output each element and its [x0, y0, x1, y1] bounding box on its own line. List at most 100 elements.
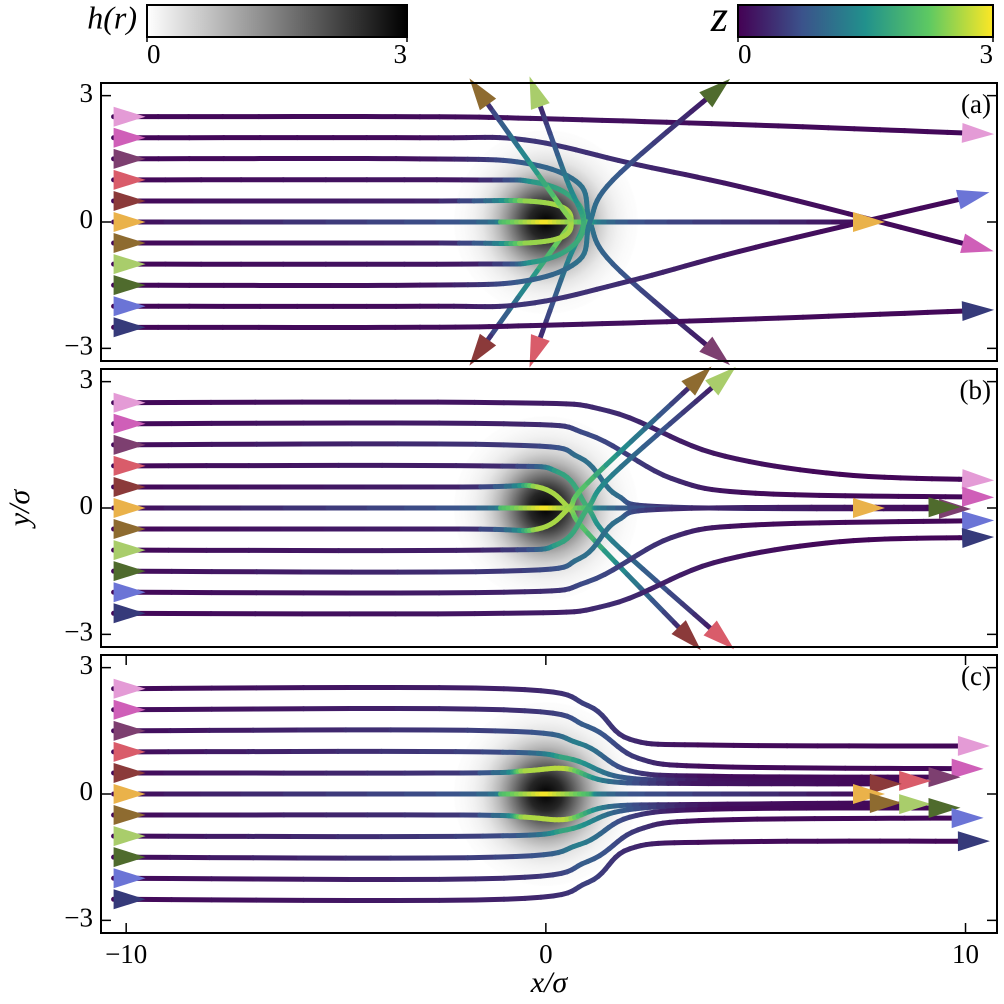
end-arrow [928, 797, 961, 818]
start-arrow [113, 582, 146, 603]
start-arrow [113, 762, 146, 783]
start-arrow [113, 784, 146, 804]
trajectory-segment [898, 224, 928, 236]
trajectory-segment [492, 853, 519, 860]
trajectory-segment [794, 229, 824, 240]
trajectory-segment [731, 316, 759, 323]
trajectory-segment [620, 118, 648, 125]
end-arrow [703, 620, 735, 650]
start-arrow [113, 413, 146, 434]
trajectory-segment [560, 321, 585, 328]
y-tick-label: 0 [80, 490, 94, 520]
trajectory-segment [599, 320, 626, 327]
trajectory-segment [686, 317, 715, 324]
trajectory-segment [775, 314, 806, 321]
trajectory-segment [877, 127, 908, 134]
trajectory-segment [669, 505, 694, 512]
trajectory-segment [639, 288, 657, 304]
y-tick-label: 3 [80, 364, 94, 394]
trajectory-segment [656, 401, 675, 419]
trajectory-segment [792, 520, 822, 526]
trajectory-segment [943, 236, 967, 247]
trajectory-segment [679, 601, 698, 618]
start-arrow [113, 106, 146, 127]
trajectory-segment [628, 425, 648, 444]
trajectory-segment [579, 117, 605, 123]
trajectory-segment [525, 157, 540, 176]
start-arrow [113, 476, 146, 497]
colorbar [146, 4, 408, 38]
trajectory-segment [521, 442, 543, 449]
panel: −3 0 3 −10 0 10 (c) x/σ [64, 650, 998, 999]
trajectory-segment [501, 707, 528, 714]
trajectory-segment [800, 124, 831, 131]
trajectory-segment [851, 126, 883, 133]
trajectory-segment [627, 150, 645, 166]
end-arrow [957, 735, 990, 756]
trajectory-segment [792, 492, 822, 498]
colorbar-tick-label: 0 [147, 39, 161, 69]
start-arrow [113, 678, 146, 699]
trajectory-segment [642, 319, 670, 325]
end-arrow [928, 767, 961, 788]
start-arrow [113, 699, 146, 720]
trajectory-segment [731, 121, 759, 128]
end-arrow [681, 366, 712, 396]
end-arrow [961, 510, 995, 531]
trajectory-segment [473, 706, 507, 713]
trajectory-segment [736, 183, 759, 193]
y-tick-label: −3 [64, 331, 93, 361]
colorbar-tick-label: 0 [738, 39, 752, 69]
start-arrow [113, 561, 146, 582]
end-arrow [961, 527, 995, 548]
trajectory-segment [501, 895, 528, 902]
trajectory-segment [602, 548, 619, 565]
trajectory-segment [686, 120, 715, 127]
start-arrow [113, 169, 146, 190]
trajectory-segment [653, 578, 672, 595]
trajectory-segment [625, 572, 643, 591]
trajectory-segment [513, 729, 535, 735]
trajectory-segment [465, 854, 498, 861]
start-arrow [113, 455, 146, 476]
trajectory-segment [877, 310, 908, 317]
trajectory-segment [711, 817, 736, 823]
end-arrow [699, 336, 731, 366]
trajectory-segment [642, 413, 662, 431]
panel: −3 0 3 (a) [64, 76, 998, 368]
panel-label: (c) [961, 661, 991, 691]
trajectory-segment [866, 536, 888, 543]
trajectory-segment [866, 473, 888, 480]
trajectory-segment [522, 708, 544, 715]
trajectory-segment [945, 129, 968, 136]
end-arrow [899, 794, 932, 815]
trajectory-segment [772, 234, 800, 246]
trajectory-segment [667, 409, 686, 427]
trajectory-segment [721, 248, 742, 258]
trajectory-segment [615, 438, 634, 457]
trajectory-segment [680, 398, 699, 415]
end-arrow [853, 784, 885, 804]
trajectory-segment [677, 320, 695, 336]
end-arrow [869, 773, 902, 794]
trajectory-segment [770, 491, 798, 498]
start-arrow [113, 847, 146, 868]
trajectory-segment [736, 244, 759, 254]
y-axis-label: y/σ [3, 489, 36, 530]
panel: −3 0 3 (b) y/σ [3, 364, 998, 651]
x-tick-label: 10 [952, 939, 979, 969]
trajectory-segment [669, 390, 686, 407]
trajectory-segment [522, 687, 544, 694]
end-arrow [671, 620, 701, 651]
trajectory-segment [800, 313, 831, 320]
trajectory-segment [851, 473, 872, 479]
trajectory-segment [753, 521, 776, 528]
trajectory-segment [501, 874, 528, 881]
panel-label: (a) [961, 89, 991, 119]
trajectory-segment [628, 444, 646, 460]
end-arrow [956, 189, 990, 210]
end-arrow [961, 301, 995, 322]
y-tick-label: 3 [80, 650, 94, 680]
trajectory-segment [501, 442, 527, 448]
trajectory-segment [505, 129, 521, 149]
